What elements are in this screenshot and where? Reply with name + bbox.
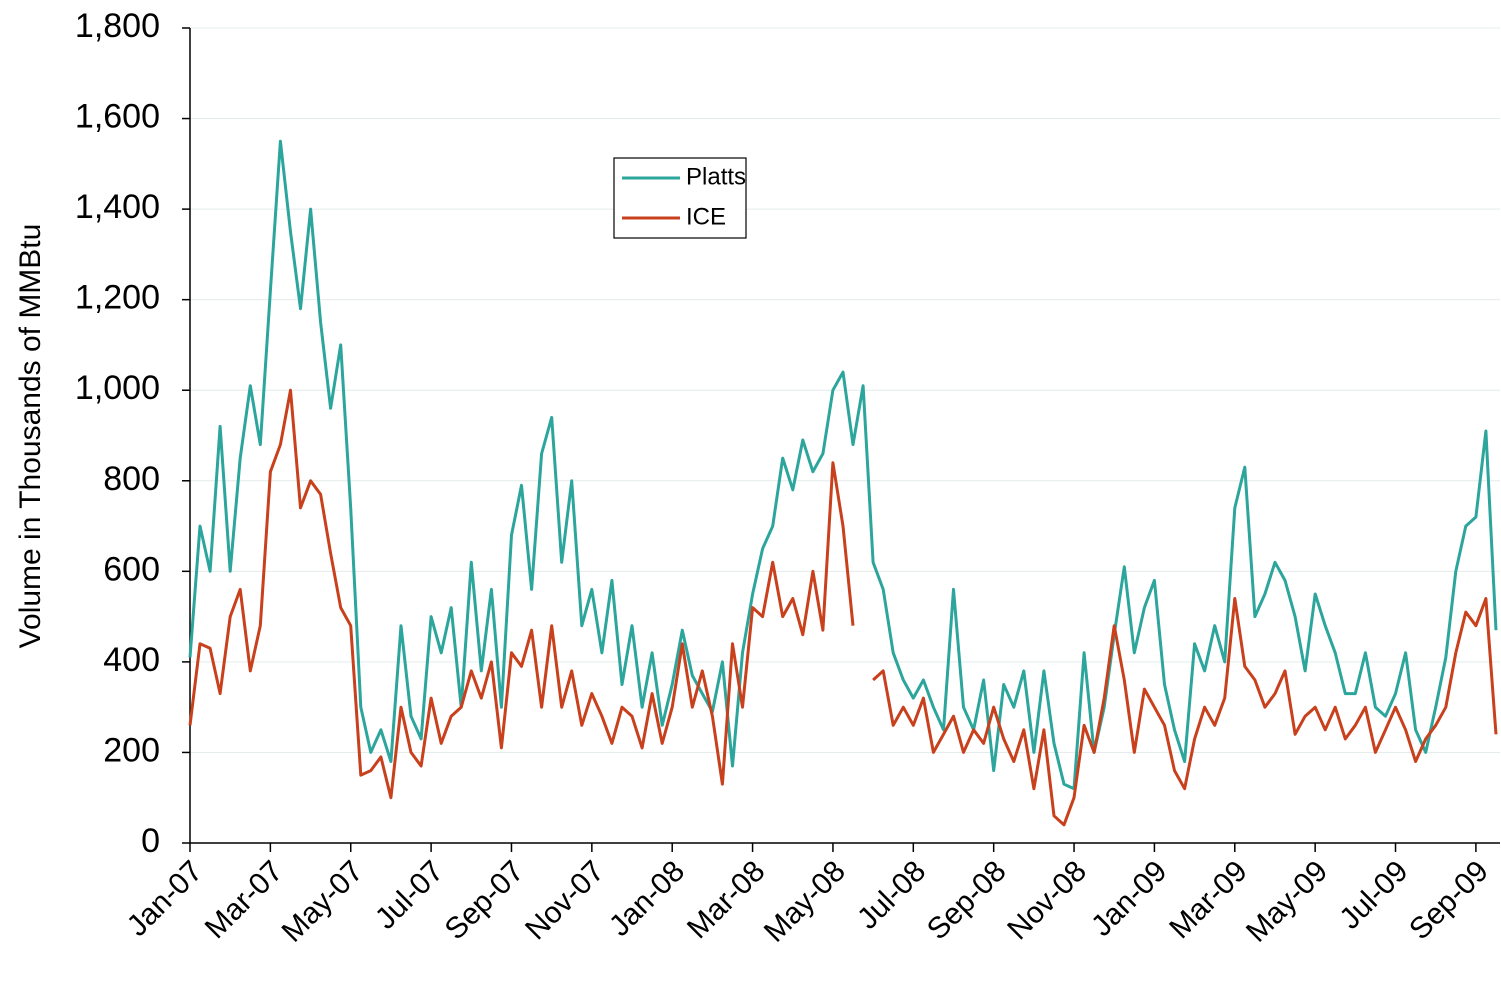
- x-tick-label: Jan-09: [1085, 855, 1173, 943]
- y-tick-label: 200: [103, 731, 160, 769]
- x-tick-label: Sep-08: [921, 855, 1013, 947]
- x-tick-label: May-08: [758, 855, 852, 949]
- legend-box: [613, 157, 747, 239]
- x-tick-label: Mar-08: [681, 855, 772, 946]
- y-axis-label: Volume in Thousands of MMBtu: [14, 224, 47, 649]
- y-tick-label: 1,600: [75, 98, 160, 136]
- legend-label: Platts: [686, 163, 746, 190]
- y-tick-label: 800: [103, 460, 160, 498]
- y-tick-label: 1,200: [75, 279, 160, 317]
- y-tick-label: 600: [103, 550, 160, 588]
- x-tick-label: Mar-09: [1163, 855, 1254, 946]
- x-tick-label: Sep-07: [439, 855, 531, 947]
- x-tick-label: Sep-09: [1403, 855, 1495, 947]
- x-tick-label: Jan-07: [121, 855, 209, 943]
- data-line: [188, 388, 1498, 827]
- y-tick-label: 1,400: [75, 188, 160, 226]
- x-tick-label: Nov-07: [519, 855, 611, 947]
- x-tick-label: Nov-08: [1001, 855, 1093, 947]
- y-tick-label: 400: [103, 641, 160, 679]
- x-tick-label: Jan-08: [603, 855, 691, 943]
- y-tick-label: 1,800: [75, 7, 160, 45]
- x-tick-label: May-09: [1240, 855, 1334, 949]
- x-tick-label: Mar-07: [199, 855, 290, 946]
- x-tick-label: May-07: [276, 855, 370, 949]
- data-line: [188, 139, 1498, 791]
- y-tick-label: 1,000: [75, 369, 160, 407]
- legend-label: ICE: [686, 203, 726, 230]
- y-tick-label: 0: [141, 822, 160, 860]
